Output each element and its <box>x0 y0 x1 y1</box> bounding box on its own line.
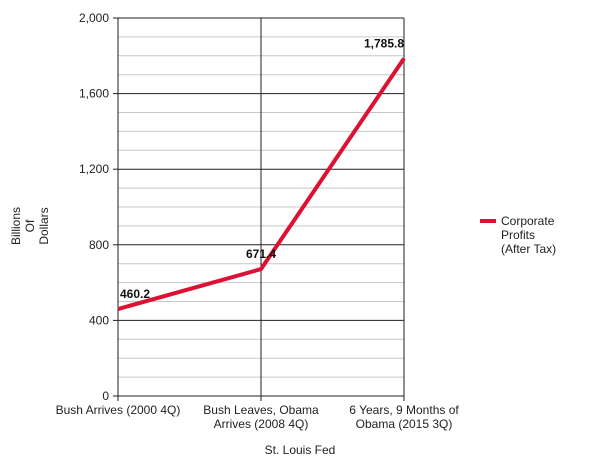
legend-label-line: Profits <box>501 228 535 242</box>
axis-titles: BillionsOfDollars St. Louis Fed <box>9 207 335 457</box>
y-tick-label: 0 <box>102 389 109 403</box>
y-tick-label: 1,200 <box>79 162 109 176</box>
x-tick-label-line: Bush Leaves, Obama <box>203 403 319 417</box>
legend: Corporate Profits (After Tax) <box>480 214 556 256</box>
y-axis-title-line: Of <box>23 219 37 232</box>
x-tick-label-line: Bush Arrives (2000 4Q) <box>56 403 181 417</box>
data-label: 1,785.8 <box>364 36 404 50</box>
x-axis-title: St. Louis Fed <box>265 443 336 457</box>
x-axis-ticks: Bush Arrives (2000 4Q) Bush Leaves, Obama… <box>56 396 459 431</box>
series-lines <box>117 57 406 311</box>
data-labels: 460.2 671.4 1,785.8 <box>120 36 404 301</box>
x-tick-label: Bush Leaves, Obama Arrives (2008 4Q) <box>203 403 319 431</box>
x-tick-label-line: Arrives (2008 4Q) <box>214 417 309 431</box>
y-tick-label: 400 <box>89 313 109 327</box>
x-tick-label: Bush Arrives (2000 4Q) <box>56 403 181 417</box>
y-axis-title: BillionsOfDollars <box>9 207 51 245</box>
x-tick-label-line: 6 Years, 9 Months of <box>349 403 459 417</box>
legend-label: Corporate Profits (After Tax) <box>501 214 556 256</box>
y-axis-ticks: 0 400 800 1,200 1,600 2,000 <box>79 11 118 403</box>
y-axis-title-line: Billions <box>9 207 23 245</box>
vertical-gridlines <box>260 18 405 396</box>
data-label: 671.4 <box>246 247 276 261</box>
legend-label-line: Corporate <box>501 214 555 228</box>
y-tick-label: 1,600 <box>79 87 109 101</box>
legend-label-line: (After Tax) <box>501 242 556 256</box>
series-line <box>117 57 406 311</box>
y-tick-label: 2,000 <box>79 11 109 25</box>
y-tick-label: 800 <box>89 238 109 252</box>
data-label: 460.2 <box>120 287 150 301</box>
x-tick-label-line: Obama (2015 3Q) <box>356 417 453 431</box>
x-tick-label: 6 Years, 9 Months of Obama (2015 3Q) <box>349 403 459 431</box>
y-axis-title-line: Dollars <box>37 207 51 244</box>
